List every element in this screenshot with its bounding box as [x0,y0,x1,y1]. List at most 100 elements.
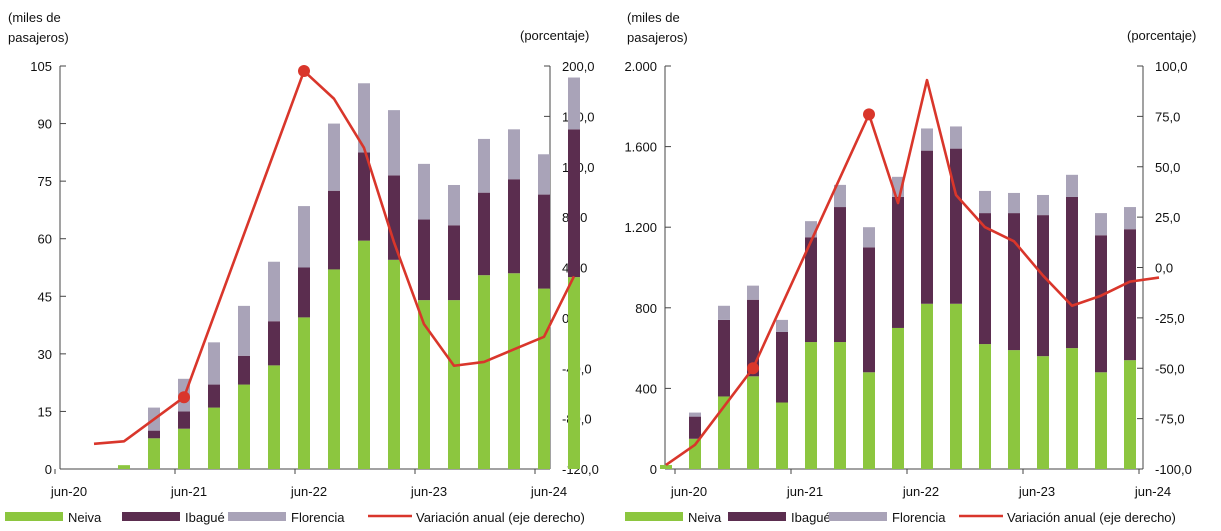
bar-neiva [178,428,190,469]
y-axis-label: pasajeros) [8,30,69,45]
bar-florencia [863,227,875,248]
bar-ibague [689,416,701,439]
y2-tick-label: -120,0 [562,462,599,477]
bar-florencia [979,190,991,214]
bar-ibague [148,430,160,439]
bar-ibague [568,129,580,278]
bar-florencia [1008,192,1020,214]
bar-florencia [776,319,788,332]
bar-neiva [1008,350,1020,469]
bar-ibague [448,225,460,301]
y-tick-label: 60 [38,232,52,247]
bar-neiva [478,275,490,469]
bar-florencia [538,154,550,195]
y-tick-label: 1.200 [624,220,657,235]
legend-swatch-florencia [829,512,887,521]
y-tick-label: 75 [38,174,52,189]
legend-label-neiva: Neiva [688,510,722,525]
bar-ibague [776,331,788,403]
bar-florencia [448,184,460,226]
bar-neiva [805,342,817,469]
bar-neiva [863,372,875,469]
y-tick-label: 0 [45,462,52,477]
y-axis-label: (miles de [8,10,61,25]
bar-neiva [834,342,846,469]
bar-ibague [950,148,962,304]
bar-ibague [1066,196,1078,349]
bar-florencia [358,83,370,153]
bar-ibague [979,213,991,345]
y2-tick-label: 50,0 [1155,160,1180,175]
y-tick-label: 15 [38,404,52,419]
bar-neiva [1124,360,1136,469]
series-point-variacion [298,65,310,78]
x-tick-label: jun-24 [1134,484,1171,499]
legend-swatch-florencia [228,512,286,521]
y-tick-label: 30 [38,347,52,362]
bar-ibague [1008,213,1020,351]
bar-neiva [979,344,991,469]
bar-ibague [478,192,490,276]
bar-neiva [328,269,340,469]
bar-ibague [1037,215,1049,357]
x-tick-label: jun-20 [670,484,707,499]
bar-neiva [298,317,310,469]
bar-florencia [689,412,701,417]
bar-florencia [238,305,250,356]
y2-axis-label: (porcentaje) [520,28,589,43]
series-point-variacion [747,362,759,375]
bar-florencia [1037,194,1049,216]
bar-florencia [508,129,520,180]
x-tick-label: jun-23 [410,484,447,499]
bar-ibague [834,207,846,343]
bar-neiva [718,396,730,469]
bar-neiva [208,407,220,469]
legend-swatch-ibague [122,512,180,521]
y2-tick-label: 75,0 [1155,109,1180,124]
y2-tick-label: 0,0 [1155,261,1173,276]
y-tick-label: 0 [650,462,657,477]
legend-swatch-neiva [5,512,63,521]
y2-tick-label: 100,0 [1155,59,1188,74]
bar-florencia [298,206,310,268]
bar-neiva [448,300,460,469]
y2-tick-label: -50,0 [1155,361,1185,376]
y-axis-label: (miles de [627,10,680,25]
bar-ibague [418,219,430,301]
y-tick-label: 1.600 [624,140,657,155]
x-tick-label: jun-22 [902,484,939,499]
bar-neiva [747,376,759,469]
bar-neiva [538,288,550,469]
bar-ibague [358,152,370,241]
legend: Neiva Ibagué Florencia Variación anual (eje… [5,510,585,525]
bar-ibague [238,355,250,385]
bar-neiva [660,464,672,469]
y2-tick-label: -75,0 [1155,412,1185,427]
bar-ibague [747,299,759,377]
legend-label-florencia: Florencia [892,510,946,525]
legend-label-florencia: Florencia [291,510,345,525]
bar-florencia [328,123,340,191]
legend-swatch-ibague [728,512,786,521]
series-line-variacion [665,78,1160,467]
bar-florencia [478,138,490,193]
bar-florencia [950,126,962,149]
y-axis-label: pasajeros) [627,30,688,45]
x-tick-label: jun-22 [290,484,327,499]
legend-label-ibague: Ibagué [791,510,831,525]
y-tick-label: 2.000 [624,59,657,74]
bar-neiva [418,300,430,469]
bar-neiva [508,273,520,469]
bar-ibague [178,411,190,429]
y-tick-label: 45 [38,289,52,304]
bar-florencia [718,305,730,320]
bar-ibague [1124,229,1136,361]
bar-neiva [118,465,130,469]
bar-neiva [148,438,160,469]
y-tick-label: 400 [635,381,657,396]
bar-ibague [1095,235,1107,373]
bar-florencia [568,77,580,130]
bar-florencia [208,342,220,385]
y-tick-label: 800 [635,301,657,316]
